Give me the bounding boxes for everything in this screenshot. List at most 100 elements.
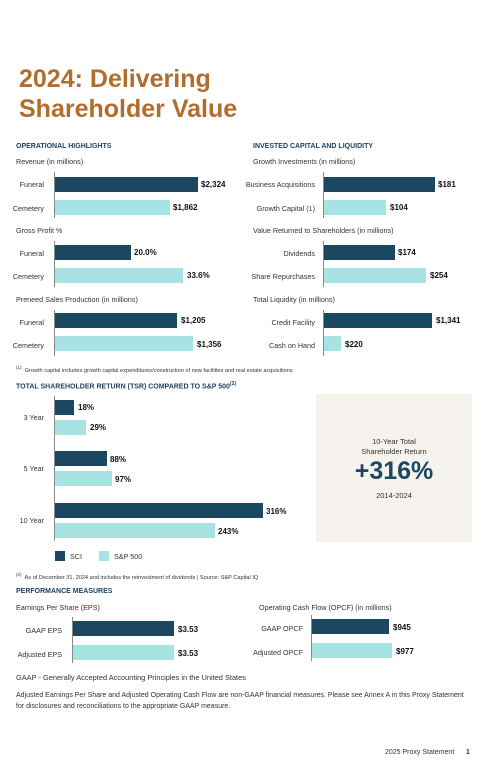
gross-profit-cemetery-value: 33.6% (187, 271, 210, 280)
returned-axis (323, 241, 324, 287)
liquidity-credit-bar (324, 313, 432, 328)
liquidity-row-label: Cash on Hand (269, 341, 315, 350)
footnote-1-marker: (1) (16, 365, 22, 370)
gross-profit-axis (54, 241, 55, 287)
preneed-row-label: Funeral (19, 318, 44, 327)
tsr-10yr-sp-bar (55, 523, 215, 538)
tsr-5yr-sp-bar (55, 471, 112, 486)
opcf-gaap-bar (312, 619, 389, 634)
non-gaap-note-line-2: for disclosures and reconciliations to t… (16, 703, 231, 710)
gaap-note: GAAP - Generally Accepted Accounting Pri… (16, 673, 246, 682)
tsr-5yr-sp-value: 97% (115, 475, 132, 484)
revenue-row-label: Cemetery (12, 204, 44, 213)
preneed-cemetery-bar (55, 336, 193, 351)
footnote-2-text: As of December 31, 2024 and includes the… (24, 574, 259, 581)
liquidity-row-label: Credit Facility (271, 318, 315, 327)
preneed-label: Preneed Sales Production (in millions) (16, 295, 138, 304)
opcf-row-label: GAAP OPCF (261, 624, 303, 633)
tsr-box-line-2: Shareholder Return (361, 447, 427, 456)
returned-row-label: Share Repurchases (251, 272, 315, 281)
growth-capital-value: $104 (390, 203, 408, 212)
legend-sci-label: SCI (70, 552, 82, 561)
liquidity-credit-value: $1,341 (436, 316, 461, 325)
gross-profit-funeral-value: 20.0% (134, 248, 157, 257)
opcf-adjusted-value: $977 (396, 647, 414, 656)
returned-dividends-value: $174 (398, 248, 416, 257)
revenue-funeral-bar (55, 177, 198, 192)
revenue-row-label: Funeral (19, 180, 44, 189)
footnote-1-text: Growth capital includes growth capital e… (24, 367, 293, 374)
gross-profit-row-label: Cemetery (12, 272, 44, 281)
growth-capital-bar (324, 200, 386, 215)
tsr-box-line-1: 10-Year Total (372, 437, 416, 446)
tsr-axis (54, 396, 55, 541)
returned-row-label: Dividends (283, 249, 315, 258)
tsr-group-label: 5 Year (23, 464, 44, 473)
returned-repurchases-bar (324, 268, 426, 283)
eps-adjusted-bar (73, 645, 174, 660)
liquidity-axis (323, 310, 324, 356)
opcf-label: Operating Cash Flow (OPCF) (in millions) (259, 603, 392, 612)
preneed-funeral-bar (55, 313, 177, 328)
gross-profit-funeral-bar (55, 245, 131, 260)
opcf-adjusted-bar (312, 643, 392, 658)
page-title: 2024: Delivering Shareholder Value (19, 64, 237, 124)
liquidity-cash-bar (324, 336, 341, 351)
eps-adjusted-value: $3.53 (178, 649, 199, 658)
revenue-label: Revenue (in millions) (16, 157, 84, 166)
preneed-funeral-value: $1,205 (181, 316, 206, 325)
revenue-cemetery-bar (55, 200, 170, 215)
title-line-1: 2024: Delivering (19, 65, 211, 93)
tsr-3yr-sci-bar (55, 400, 74, 415)
tsr-3yr-sci-value: 18% (78, 403, 95, 412)
opcf-axis (311, 615, 312, 661)
revenue-cemetery-value: $1,862 (173, 203, 198, 212)
opcf-row-label: Adjusted OPCF (253, 648, 303, 657)
footnote-1: (1) Growth capital includes growth capit… (16, 365, 293, 374)
growth-row-label: Growth Capital (1) (256, 204, 315, 213)
tsr-5yr-sci-bar (55, 451, 107, 466)
growth-label: Growth Investments (in millions) (253, 157, 356, 166)
revenue-funeral-value: $2,324 (201, 180, 226, 189)
revenue-axis (54, 172, 55, 218)
legend-sci-swatch (55, 551, 65, 561)
preneed-axis (54, 310, 55, 356)
tsr-heading: TOTAL SHAREHOLDER RETURN (TSR) COMPARED … (16, 381, 236, 390)
returned-repurchases-value: $254 (430, 271, 448, 280)
title-line-2: Shareholder Value (19, 95, 238, 123)
tsr-heading-text: TOTAL SHAREHOLDER RETURN (TSR) COMPARED … (16, 383, 230, 391)
tsr-10yr-sci-bar (55, 503, 263, 518)
gross-profit-label: Gross Profit % (16, 226, 63, 235)
growth-acquisitions-value: $181 (438, 180, 456, 189)
eps-gaap-bar (73, 621, 174, 636)
tsr-3yr-sp-value: 29% (90, 423, 107, 432)
tsr-box-period: 2014-2024 (376, 491, 412, 500)
eps-row-label: Adjusted EPS (17, 650, 62, 659)
invested-heading: INVESTED CAPITAL AND LIQUIDITY (253, 143, 374, 150)
footer-label: 2025 Proxy Statement (385, 749, 455, 756)
tsr-10yr-sci-value: 316% (266, 507, 287, 516)
gross-profit-row-label: Funeral (19, 249, 44, 258)
tsr-5yr-sci-value: 88% (110, 455, 127, 464)
preneed-cemetery-value: $1,356 (197, 340, 222, 349)
returned-label: Value Returned to Shareholders (in milli… (253, 226, 394, 235)
footnote-2-marker: (2) (16, 572, 22, 577)
growth-axis (323, 172, 324, 218)
tsr-group-label: 10 Year (19, 516, 44, 525)
eps-label: Earnings Per Share (EPS) (16, 603, 100, 612)
tsr-heading-marker: (2) (229, 381, 237, 387)
performance-heading: PERFORMANCE MEASURES (16, 588, 113, 595)
page-number: 1 (466, 749, 470, 756)
liquidity-label: Total Liquidity (in millions) (253, 295, 335, 304)
non-gaap-note: Adjusted Earnings Per Share and Adjusted… (16, 690, 486, 712)
gross-profit-cemetery-bar (55, 268, 183, 283)
tsr-10yr-sp-value: 243% (218, 527, 239, 536)
opcf-gaap-value: $945 (393, 623, 411, 632)
legend-sp-swatch (99, 551, 109, 561)
non-gaap-note-line-1: Adjusted Earnings Per Share and Adjusted… (16, 692, 464, 699)
eps-gaap-value: $3.53 (178, 625, 199, 634)
tsr-callout-box: 10-Year Total Shareholder Return +316% 2… (316, 394, 472, 542)
tsr-3yr-sp-bar (55, 420, 86, 435)
tsr-box-value: +316% (354, 457, 434, 485)
footnote-2: (2) As of December 31, 2024 and includes… (16, 572, 258, 581)
